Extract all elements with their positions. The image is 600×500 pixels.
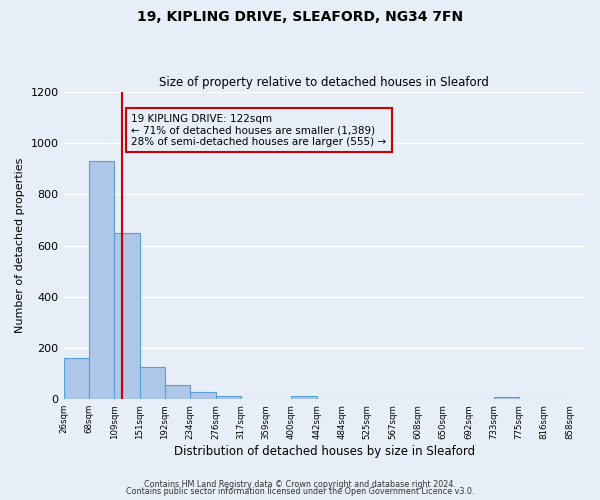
Y-axis label: Number of detached properties: Number of detached properties: [15, 158, 25, 334]
Title: Size of property relative to detached houses in Sleaford: Size of property relative to detached ho…: [160, 76, 489, 90]
Text: Contains public sector information licensed under the Open Government Licence v3: Contains public sector information licen…: [126, 487, 474, 496]
Bar: [89, 161, 114, 399]
Text: 19 KIPLING DRIVE: 122sqm
← 71% of detached houses are smaller (1,389)
28% of sem: 19 KIPLING DRIVE: 122sqm ← 71% of detach…: [131, 114, 386, 147]
Bar: [64, 358, 89, 399]
Text: Contains HM Land Registry data © Crown copyright and database right 2024.: Contains HM Land Registry data © Crown c…: [144, 480, 456, 489]
Bar: [164, 384, 190, 399]
Bar: [114, 233, 140, 399]
Bar: [215, 396, 241, 399]
Bar: [494, 396, 519, 399]
Bar: [291, 396, 317, 399]
Bar: [140, 367, 164, 399]
Text: 19, KIPLING DRIVE, SLEAFORD, NG34 7FN: 19, KIPLING DRIVE, SLEAFORD, NG34 7FN: [137, 10, 463, 24]
X-axis label: Distribution of detached houses by size in Sleaford: Distribution of detached houses by size …: [174, 444, 475, 458]
Bar: [190, 392, 215, 399]
